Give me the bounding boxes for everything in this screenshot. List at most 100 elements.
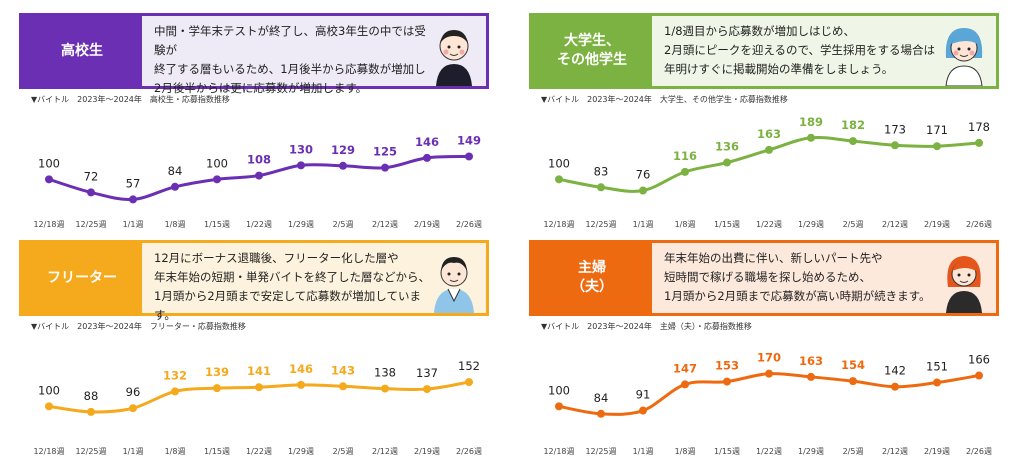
data-label: 151 [926,360,948,374]
data-point [423,153,431,162]
panel-high-school: 高校生 中間・学年末テストが終了し、高校3年生の中では受験が 終了する層もいるた… [19,13,489,233]
chart-subtitle: ▼バイトル 2023年～2024年 高校生・応募指数推移 [31,95,230,104]
data-point [933,378,941,387]
segment-label: フリーター [22,243,142,313]
data-point [597,409,605,418]
x-tick-label: 1/22週 [246,220,272,229]
segment-label: 主婦 （夫） [532,243,652,313]
x-tick-label: 12/25週 [585,220,616,229]
data-point [723,377,731,386]
data-label: 146 [289,362,313,376]
x-tick-label: 2/12週 [882,447,908,456]
university-student-icon [945,28,983,86]
data-point [339,161,347,170]
data-point [87,188,95,197]
data-label: 163 [757,127,781,141]
x-tick-label: 1/8週 [675,447,696,456]
data-point [129,195,137,204]
data-label: 166 [968,353,990,367]
data-label: 132 [163,368,187,382]
data-point [213,384,221,393]
x-tick-label: 1/29週 [798,220,824,229]
data-label: 143 [331,363,355,377]
data-point [45,175,53,184]
x-tick-label: 1/8週 [165,220,186,229]
data-point [465,378,473,387]
x-tick-label: 12/18週 [33,447,64,456]
data-label: 171 [926,123,948,137]
x-tick-label: 2/19週 [414,220,440,229]
data-point [171,182,179,191]
segment-description: 12月にボーナス退職後、フリーター化した層や 年末年始の短期・単発バイトを終了し… [154,251,430,322]
data-label: 141 [247,364,271,378]
data-point [555,175,563,184]
data-label: 163 [799,354,823,368]
data-label: 108 [247,153,271,167]
data-point [213,175,221,184]
data-point [681,380,689,389]
x-tick-label: 2/5週 [333,220,354,229]
panel-header: フリーター 12月にボーナス退職後、フリーター化した層や 年末年始の短期・単発バ… [19,240,489,322]
line-chart: 100 12/18週 72 12/25週 57 1/1週 84 1/8週 100 1/15週 108… [33,133,482,229]
x-tick-label: 1/22週 [246,447,272,456]
data-point [933,142,941,151]
x-tick-label: 2/19週 [924,447,950,456]
data-label: 100 [548,383,570,397]
line-chart: 100 12/18週 84 12/25週 91 1/1週 147 1/8週 153 1/15週 17… [543,351,992,456]
data-point [765,369,773,378]
homemaker-icon [946,256,982,313]
data-label: 100 [548,156,570,170]
data-point [723,158,731,167]
data-point [381,384,389,393]
data-point [681,167,689,176]
panel-header: 大学生、 その他学生 1/8週目から応募数が増加しはじめ、 2月頭にピークを迎え… [529,13,999,89]
segment-label: 高校生 [22,16,142,86]
data-label: 84 [168,164,183,178]
series-line [558,372,980,416]
data-point [891,141,899,150]
data-label: 84 [594,391,609,405]
data-label: 72 [84,169,99,183]
x-tick-label: 1/15週 [714,220,740,229]
data-label: 146 [415,135,439,149]
line-chart: 100 12/18週 88 12/25週 96 1/1週 132 1/8週 139 1/15週 14… [33,359,482,456]
x-tick-label: 12/18週 [543,220,574,229]
data-label: 100 [38,383,60,397]
x-tick-label: 1/1週 [123,447,144,456]
panel-homemaker: 主婦 （夫） 年末年始の出費に伴い、新しいパート先や 短時間で稼げる職場を探し始… [529,240,999,460]
freeter-icon [434,257,474,313]
x-tick-label: 2/12週 [882,220,908,229]
x-tick-label: 1/15週 [204,220,230,229]
panel-freeter: フリーター 12月にボーナス退職後、フリーター化した層や 年末年始の短期・単発バ… [19,240,489,460]
data-point [555,402,563,411]
x-tick-label: 1/15週 [204,447,230,456]
line-chart: 100 12/18週 83 12/25週 76 1/1週 116 1/8週 136 1/15週 16… [543,115,992,229]
x-tick-label: 2/26週 [456,220,482,229]
data-label: 96 [126,385,141,399]
data-point [255,171,263,180]
data-point [639,406,647,415]
data-label: 130 [289,142,313,156]
data-point [639,186,647,195]
data-label: 88 [84,389,99,403]
x-tick-label: 1/8週 [165,447,186,456]
data-label: 76 [636,168,651,182]
data-label: 136 [715,140,739,154]
x-tick-label: 12/25週 [75,447,106,456]
x-tick-label: 2/12週 [372,220,398,229]
x-tick-label: 1/29週 [798,447,824,456]
x-tick-label: 12/25週 [585,447,616,456]
data-point [381,163,389,172]
data-label: 173 [884,122,906,136]
data-point [891,382,899,391]
data-label: 149 [457,133,481,147]
x-tick-label: 1/1週 [633,447,654,456]
x-tick-label: 1/29週 [288,447,314,456]
data-point [807,372,815,381]
x-tick-label: 1/8週 [675,220,696,229]
x-tick-label: 1/22週 [756,220,782,229]
data-label: 100 [206,156,228,170]
x-tick-label: 2/5週 [843,220,864,229]
x-tick-label: 2/5週 [843,447,864,456]
x-tick-label: 12/18週 [33,220,64,229]
